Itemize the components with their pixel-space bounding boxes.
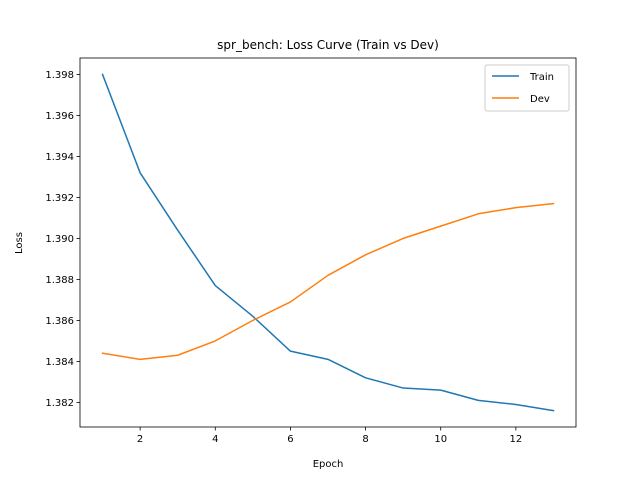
y-tick-label: 1.394 bbox=[45, 152, 74, 163]
x-tick-label: 6 bbox=[287, 434, 293, 445]
x-tick-label: 4 bbox=[212, 434, 218, 445]
legend-label-train: Train bbox=[529, 72, 554, 83]
legend: Train Dev bbox=[484, 64, 570, 112]
y-tick-label: 1.384 bbox=[45, 357, 74, 368]
series-line-train bbox=[101, 73, 555, 412]
x-tick-label: 2 bbox=[137, 434, 143, 445]
series-layer bbox=[101, 73, 555, 412]
x-tick-label: 10 bbox=[434, 434, 447, 445]
legend-box bbox=[484, 64, 570, 112]
x-axis-label: Epoch bbox=[313, 459, 344, 470]
y-axis-label: Loss bbox=[14, 232, 25, 254]
y-tick-label: 1.392 bbox=[45, 193, 74, 204]
plot-area bbox=[79, 57, 577, 428]
x-tick-label: 12 bbox=[510, 434, 523, 445]
y-tick-label: 1.388 bbox=[45, 275, 74, 286]
legend-label-dev: Dev bbox=[530, 94, 550, 105]
chart-title: spr_bench: Loss Curve (Train vs Dev) bbox=[217, 38, 439, 52]
y-tick-label: 1.386 bbox=[45, 316, 74, 327]
series-line-dev bbox=[101, 202, 555, 361]
y-tick-label: 1.390 bbox=[45, 234, 74, 245]
y-tick-label: 1.398 bbox=[45, 70, 74, 81]
x-axis-ticks: 2 4 6 8 10 12 bbox=[137, 427, 522, 445]
y-tick-label: 1.382 bbox=[45, 398, 74, 409]
x-tick-label: 8 bbox=[362, 434, 368, 445]
y-axis-ticks: 1.382 1.384 1.386 1.388 1.390 1.392 1.394 1.396… bbox=[45, 70, 80, 409]
y-tick-label: 1.396 bbox=[45, 111, 74, 122]
